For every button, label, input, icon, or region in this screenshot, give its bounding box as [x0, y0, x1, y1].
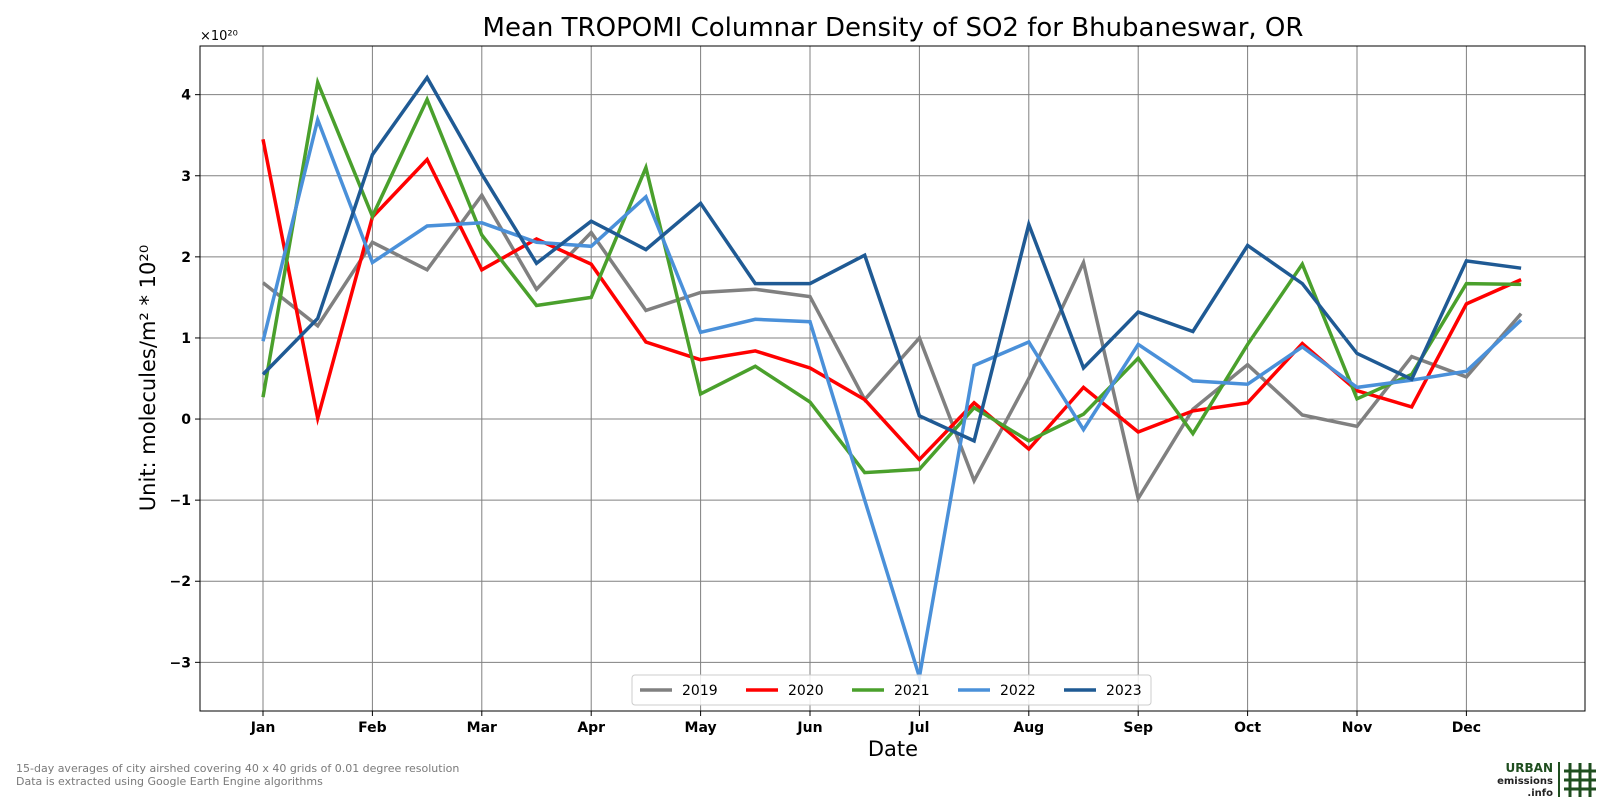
series-line-2020	[261, 138, 1522, 463]
y-tick-label: 0	[181, 412, 191, 428]
plot-area	[199, 45, 1586, 712]
y-tick-label: 4	[181, 88, 191, 104]
series-line-2023	[261, 74, 1522, 444]
logo-text-urban: URBAN	[1506, 761, 1553, 775]
y-tick-label: −2	[170, 574, 191, 590]
legend-label-2022: 2022	[1000, 683, 1036, 699]
logo-text-info: .info	[1527, 788, 1553, 799]
y-tick-label: 3	[181, 169, 191, 185]
x-tick-label: Jun	[796, 720, 822, 736]
legend-label-2019: 2019	[682, 683, 718, 699]
x-tick-label: Oct	[1234, 720, 1261, 736]
footnote-line-1: 15-day averages of city airshed covering…	[16, 762, 459, 775]
urban-emissions-logo: URBAN emissions .info	[1497, 761, 1596, 799]
x-tick-label: Nov	[1342, 720, 1372, 736]
y-tick-label: −1	[170, 493, 191, 509]
x-tick-label: Apr	[577, 720, 605, 736]
series-line-2019	[261, 192, 1523, 504]
x-tick-label: Feb	[358, 720, 387, 736]
legend: 2019 2020 2021 2022 2023	[631, 674, 1152, 706]
y-axis-ticks: −3 −2 −1 0 1 2 3 4	[170, 88, 200, 671]
y-tick-label: 2	[181, 250, 191, 266]
grid-logo-icon	[1564, 763, 1596, 797]
x-tick-label: Mar	[467, 720, 497, 736]
y-tick-label: −3	[170, 655, 191, 671]
plot-frame	[199, 45, 1586, 712]
series-lines	[261, 74, 1523, 685]
x-tick-label: Aug	[1013, 720, 1044, 736]
x-axis-label: Date	[868, 737, 918, 761]
x-axis-ticks: Jan Feb Mar Apr May Jun Jul Aug Sep Oct Nov Dec	[250, 711, 1481, 736]
x-tick-label: Sep	[1123, 720, 1153, 736]
series-line-2021	[261, 76, 1522, 475]
x-tick-label: May	[685, 720, 717, 736]
logo-text-emissions: emissions	[1497, 776, 1553, 787]
legend-label-2020: 2020	[788, 683, 824, 699]
y-tick-label: 1	[181, 331, 191, 347]
x-tick-label: Jan	[250, 720, 276, 736]
x-tick-label: Dec	[1452, 720, 1481, 736]
y-axis-label: Unit: molecules/m² * 10²⁰	[136, 245, 160, 511]
legend-box	[631, 674, 1152, 706]
legend-label-2023: 2023	[1106, 683, 1142, 699]
series-line-2022	[261, 113, 1523, 685]
legend-label-2021: 2021	[894, 683, 930, 699]
y-offset-label: ×10²⁰	[200, 29, 238, 44]
grid-lines	[200, 46, 1585, 711]
x-tick-label: Jul	[908, 720, 929, 736]
chart-title: Mean TROPOMI Columnar Density of SO2 for…	[483, 13, 1304, 43]
footnote-line-2: Data is extracted using Google Earth Eng…	[16, 775, 323, 788]
